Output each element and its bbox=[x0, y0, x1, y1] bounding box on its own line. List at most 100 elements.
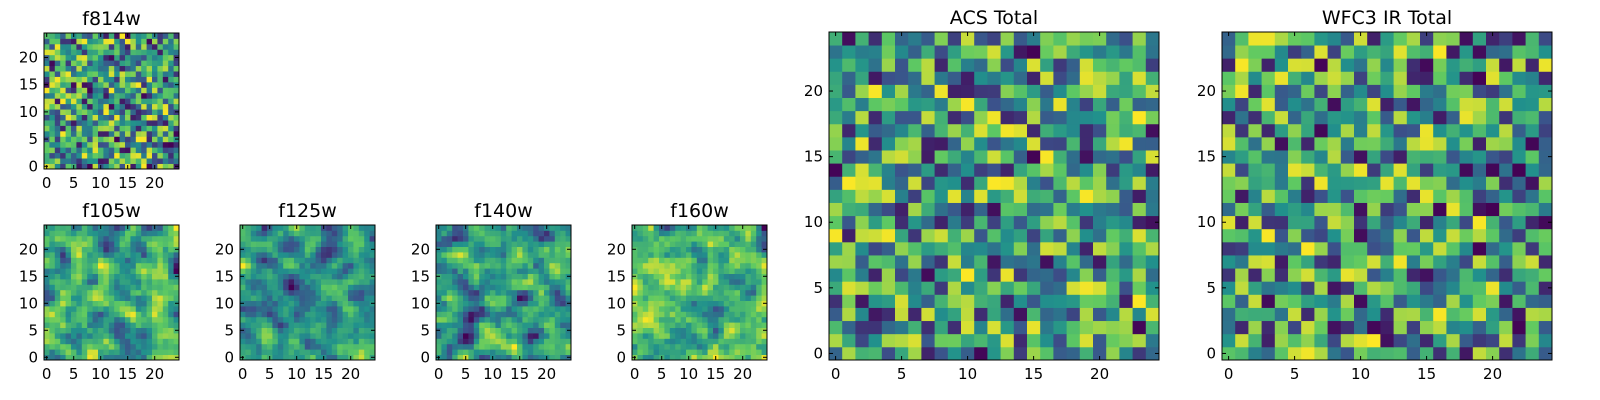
heatmap-cell bbox=[337, 322, 343, 328]
heatmap-cell bbox=[261, 273, 268, 280]
heatmap-cell bbox=[659, 333, 665, 339]
heatmap-cell bbox=[829, 123, 843, 138]
heatmap-cell bbox=[1367, 281, 1381, 295]
heatmap-cell bbox=[637, 268, 644, 274]
heatmap-cell bbox=[560, 235, 566, 242]
heatmap-cell bbox=[855, 150, 869, 164]
heatmap-cell bbox=[1512, 110, 1526, 125]
heatmap-cell bbox=[353, 241, 360, 247]
heatmap-cell bbox=[500, 327, 507, 334]
heatmap-cell bbox=[1327, 150, 1342, 164]
heatmap-cell bbox=[98, 76, 104, 83]
heatmap-cell bbox=[522, 311, 529, 318]
heatmap-cell bbox=[490, 327, 496, 334]
heatmap-cell bbox=[1314, 45, 1328, 59]
heatmap-cell bbox=[895, 32, 909, 46]
heatmap-cell bbox=[135, 311, 142, 318]
heatmap-cell bbox=[162, 81, 169, 88]
heatmap-cell bbox=[642, 289, 649, 296]
heatmap-cell bbox=[740, 300, 746, 307]
heatmap-cell bbox=[1013, 202, 1028, 217]
heatmap-cell bbox=[272, 262, 279, 269]
heatmap-cell bbox=[702, 289, 708, 296]
heatmap-cell bbox=[511, 257, 518, 264]
heatmap-cell bbox=[283, 289, 289, 296]
heatmap-cell bbox=[76, 43, 83, 50]
heatmap-cell bbox=[718, 225, 725, 231]
heatmap-cell bbox=[1393, 320, 1408, 335]
heatmap-cell bbox=[146, 147, 153, 154]
heatmap-cell bbox=[92, 158, 99, 164]
title-f140w: f140w bbox=[474, 200, 533, 222]
heatmap-cell bbox=[1314, 333, 1328, 348]
heatmap-cell bbox=[1093, 294, 1107, 308]
heatmap-cell bbox=[1261, 281, 1276, 295]
heatmap-cell bbox=[538, 349, 545, 355]
heatmap-cell bbox=[108, 43, 115, 50]
heatmap-cell bbox=[842, 255, 856, 269]
heatmap-cell bbox=[71, 295, 77, 301]
heatmap-cell bbox=[326, 333, 333, 339]
heatmap-cell bbox=[1512, 268, 1526, 282]
heatmap-cell bbox=[141, 306, 147, 312]
heatmap-cell bbox=[527, 295, 534, 301]
heatmap-cell bbox=[152, 273, 158, 280]
heatmap-cell bbox=[65, 230, 72, 237]
heatmap-cell bbox=[1486, 294, 1500, 308]
heatmap-cell bbox=[527, 235, 534, 242]
heatmap-cell bbox=[353, 257, 360, 264]
heatmap-cell bbox=[103, 241, 110, 247]
heatmap-cell bbox=[1040, 123, 1054, 138]
heatmap-cell bbox=[669, 322, 676, 328]
heatmap-cell bbox=[473, 284, 480, 291]
heatmap-cell bbox=[1000, 215, 1015, 230]
heatmap-cell bbox=[632, 322, 638, 328]
heatmap-cell bbox=[353, 338, 360, 345]
heatmap-cell bbox=[119, 141, 126, 148]
heatmap-cell bbox=[98, 289, 104, 296]
heatmap-cell bbox=[1538, 150, 1553, 164]
heatmap-cell bbox=[829, 333, 843, 348]
heatmap-cell bbox=[162, 158, 169, 164]
heatmap-cell bbox=[511, 322, 518, 328]
heatmap-cell bbox=[506, 284, 512, 291]
axes-frame-wfc3-ir-total bbox=[1221, 31, 1553, 361]
heatmap-cell bbox=[436, 262, 442, 269]
heatmap-cell bbox=[463, 311, 469, 318]
heatmap-cell bbox=[173, 87, 180, 94]
y-tick-label: 15 bbox=[19, 76, 38, 94]
heatmap-cell bbox=[250, 316, 257, 323]
heatmap-cell bbox=[1354, 320, 1368, 335]
heatmap-cell bbox=[71, 338, 77, 345]
heatmap-cell bbox=[261, 306, 268, 312]
heatmap-cell bbox=[1367, 255, 1381, 269]
heatmap-cell bbox=[146, 120, 153, 126]
heatmap-cell bbox=[348, 316, 354, 323]
heatmap-cell bbox=[92, 295, 99, 301]
heatmap-cell bbox=[1235, 58, 1249, 72]
heatmap-cell bbox=[1354, 71, 1368, 85]
heatmap-cell bbox=[495, 252, 502, 258]
heatmap-cell bbox=[1027, 58, 1041, 72]
heatmap-cell bbox=[691, 273, 698, 280]
heatmap-cell bbox=[135, 54, 142, 61]
heatmap-cell bbox=[648, 343, 654, 350]
heatmap-cell bbox=[756, 246, 762, 253]
heatmap-cell bbox=[114, 60, 120, 67]
heatmap-cell bbox=[446, 322, 453, 328]
heatmap-cell bbox=[495, 333, 502, 339]
heatmap-cell bbox=[745, 241, 752, 247]
heatmap-cell bbox=[364, 343, 370, 350]
heatmap-cell bbox=[549, 284, 556, 291]
heatmap-cell bbox=[1000, 333, 1015, 348]
heatmap-cell bbox=[310, 273, 316, 280]
heatmap-cell bbox=[642, 316, 649, 323]
heatmap-cell bbox=[1367, 110, 1381, 125]
heatmap-cell bbox=[130, 125, 137, 132]
heatmap-cell bbox=[321, 268, 327, 274]
heatmap-cell bbox=[1499, 84, 1513, 98]
heatmap-cell bbox=[1040, 150, 1054, 164]
heatmap-cell bbox=[1406, 333, 1421, 348]
heatmap-cell bbox=[294, 241, 300, 247]
